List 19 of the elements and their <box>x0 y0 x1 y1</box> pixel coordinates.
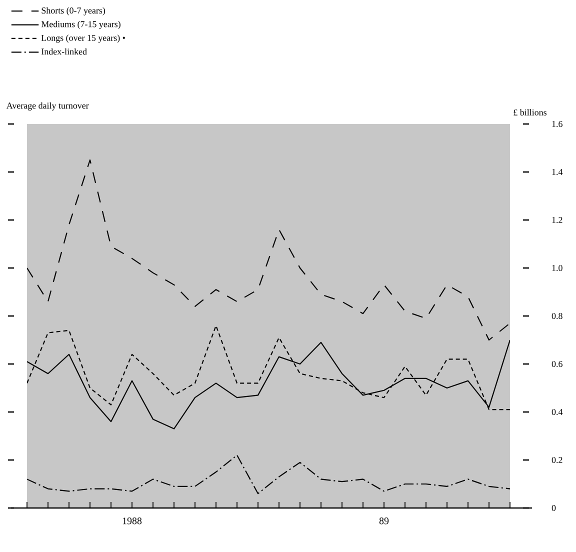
y-tick-label: 0.2 <box>552 456 562 464</box>
y-tick-label: 1.6 <box>552 120 562 128</box>
x-tick-label: 1988 <box>122 518 142 524</box>
legend-label: Mediums (7-15 years) <box>41 20 120 30</box>
y-tick-label: 1.4 <box>552 168 563 176</box>
legend-label: Shorts (0-7 years) <box>42 7 106 16</box>
legend-label: Index-linked <box>42 48 87 55</box>
y-tick-label: 0.8 <box>552 312 562 320</box>
chart-title: Average daily turnover <box>6 102 89 110</box>
legend-label: Longs (over 15 years) • <box>41 34 125 43</box>
y-tick-label: 0 <box>552 504 556 512</box>
y-tick-label: 0.4 <box>552 408 563 416</box>
line-series <box>27 159 510 341</box>
y-tick-label: 1.0 <box>552 264 562 272</box>
y-tick-label: 0.6 <box>552 360 562 368</box>
y-axis-title: £ billions <box>514 109 546 116</box>
y-tick-label: 1.2 <box>552 216 562 224</box>
x-tick-label: 89 <box>379 518 389 524</box>
line-series <box>27 454 510 494</box>
